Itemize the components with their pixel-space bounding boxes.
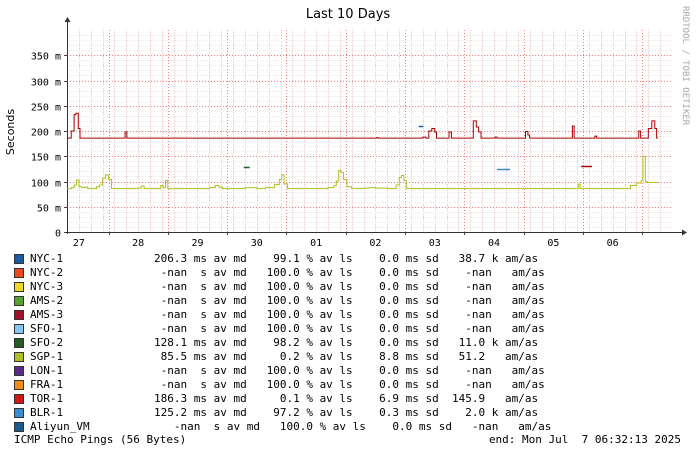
legend-series-name: FRA-1 bbox=[30, 378, 64, 391]
rrdtool-watermark: RRDTOOL / TOBI OETIKER bbox=[680, 6, 690, 126]
x-axis-arrow bbox=[682, 229, 687, 236]
tick-labels: 0 50 m 100 m 150 m 200 m 250 m 300 m 350 m 27 28 2… bbox=[31, 52, 619, 250]
legend-swatch bbox=[14, 268, 24, 278]
x-tick-label: 05 bbox=[547, 238, 559, 249]
x-tick-label: 03 bbox=[429, 238, 441, 249]
legend-swatch bbox=[14, 282, 24, 292]
legend-series-stats: -nan s av md 100.0 % av ls 0.0 ms sd -na… bbox=[154, 322, 545, 335]
grid bbox=[67, 30, 672, 232]
legend-series-stats: 85.5 ms av md 0.2 % av ls 8.8 ms sd 51.2… bbox=[154, 350, 539, 363]
x-tick-label: 06 bbox=[607, 238, 619, 249]
series-line-tor-1 bbox=[67, 112, 658, 139]
legend-series-name: BLR-1 bbox=[30, 406, 64, 419]
legend-swatch bbox=[14, 296, 24, 306]
series-segments bbox=[243, 125, 592, 171]
legend-series-stats: -nan s av md 100.0 % av ls 0.0 ms sd -na… bbox=[154, 420, 552, 433]
legend-series-name: AMS-3 bbox=[30, 308, 64, 321]
x-tick-label: 30 bbox=[251, 238, 263, 249]
legend-swatch bbox=[14, 324, 24, 334]
x-tick-label: 04 bbox=[488, 238, 500, 249]
legend-series-stats: 186.3 ms av md 0.1 % av ls 6.9 ms sd 145… bbox=[154, 392, 539, 405]
y-axis-arrow bbox=[64, 17, 71, 22]
legend-series-name: TOR-1 bbox=[30, 392, 64, 405]
legend-series-stats: -nan s av md 100.0 % av ls 0.0 ms sd -na… bbox=[154, 294, 545, 307]
y-tick-label: 300 m bbox=[31, 78, 61, 89]
footer-description: ICMP Echo Pings (56 Bytes) bbox=[14, 433, 187, 446]
chart-title: Last 10 Days bbox=[306, 7, 391, 22]
legend-series-name: SFO-2 bbox=[30, 336, 64, 349]
legend-series-name: AMS-2 bbox=[30, 294, 64, 307]
legend-swatch bbox=[14, 408, 24, 418]
legend-series-stats: -nan s av md 100.0 % av ls 0.0 ms sd -na… bbox=[154, 378, 545, 391]
x-tick-label: 02 bbox=[369, 238, 381, 249]
y-tick-label: 50 m bbox=[37, 204, 61, 215]
legend-series-stats: -nan s av md 100.0 % av ls 0.0 ms sd -na… bbox=[154, 280, 545, 293]
legend-series-name: LON-1 bbox=[30, 364, 64, 377]
legend-swatch bbox=[14, 352, 24, 362]
x-tick-label: 01 bbox=[310, 238, 322, 249]
legend-series-name: NYC-1 bbox=[30, 252, 64, 265]
x-tick-label: 27 bbox=[73, 238, 85, 249]
legend-swatch bbox=[14, 380, 24, 390]
series-lines bbox=[67, 112, 658, 190]
legend-series-name: NYC-2 bbox=[30, 266, 64, 279]
legend-series-name: SFO-1 bbox=[30, 322, 64, 335]
legend-swatch bbox=[14, 366, 24, 376]
legend-series-stats: -nan s av md 100.0 % av ls 0.0 ms sd -na… bbox=[154, 266, 545, 279]
legend-series-name: Aliyun_VM bbox=[30, 420, 90, 433]
y-tick-label: 0 bbox=[55, 229, 61, 240]
legend-swatch bbox=[14, 338, 24, 348]
y-tick-label: 350 m bbox=[31, 52, 61, 63]
legend-swatch bbox=[14, 394, 24, 404]
axes bbox=[64, 17, 687, 236]
footer-end-time: end: Mon Jul 7 06:32:13 2025 bbox=[488, 433, 681, 446]
y-tick-label: 250 m bbox=[31, 103, 61, 114]
legend-swatch bbox=[14, 254, 24, 264]
legend-swatch bbox=[14, 310, 24, 320]
series-line-sgp-1 bbox=[67, 155, 658, 190]
legend-series-stats: 206.3 ms av md 99.1 % av ls 0.0 ms sd 38… bbox=[154, 252, 539, 265]
legend-series-stats: -nan s av md 100.0 % av ls 0.0 ms sd -na… bbox=[154, 364, 545, 377]
x-tick-label: 29 bbox=[191, 238, 203, 249]
legend-series-stats: 128.1 ms av md 98.2 % av ls 0.0 ms sd 11… bbox=[154, 336, 539, 349]
x-tick-label: 28 bbox=[132, 238, 144, 249]
legend-series-name: SGP-1 bbox=[30, 350, 64, 363]
legend-series-stats: -nan s av md 100.0 % av ls 0.0 ms sd -na… bbox=[154, 308, 545, 321]
legend-swatch bbox=[14, 422, 24, 432]
y-axis-label: Seconds bbox=[4, 109, 17, 155]
legend-series-stats: 125.2 ms av md 97.2 % av ls 0.3 ms sd 2.… bbox=[154, 406, 539, 419]
legend-series-name: NYC-3 bbox=[30, 280, 64, 293]
y-tick-label: 150 m bbox=[31, 153, 61, 164]
y-tick-label: 100 m bbox=[31, 179, 61, 190]
y-tick-label: 200 m bbox=[31, 128, 61, 139]
